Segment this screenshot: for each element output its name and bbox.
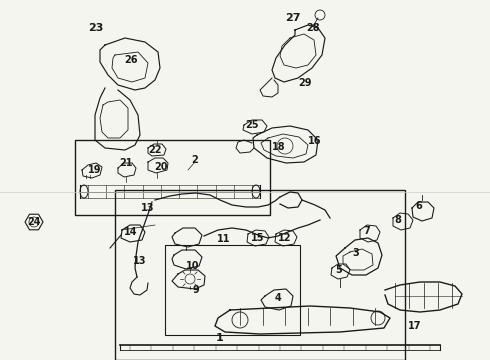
Text: 3: 3 [353, 248, 359, 258]
Text: 9: 9 [193, 285, 199, 295]
Bar [115, 190, 405, 360]
Text: 4: 4 [274, 293, 281, 303]
Text: 6: 6 [416, 201, 422, 211]
Text: 23: 23 [88, 23, 104, 33]
Text: 26: 26 [124, 55, 138, 65]
Text: 1: 1 [216, 333, 224, 343]
Text: 19: 19 [88, 165, 102, 175]
Text: 11: 11 [217, 234, 231, 244]
Text: 28: 28 [306, 23, 320, 33]
Bar [165, 245, 300, 335]
Text: 18: 18 [272, 142, 286, 152]
Text: 13: 13 [133, 256, 147, 266]
Text: 27: 27 [285, 13, 301, 23]
Text: 16: 16 [308, 136, 322, 146]
Text: 25: 25 [245, 120, 259, 130]
Text: 20: 20 [154, 162, 168, 172]
Text: 2: 2 [192, 155, 198, 165]
Text: 12: 12 [278, 233, 292, 243]
Text: 8: 8 [394, 215, 401, 225]
Text: 15: 15 [251, 233, 265, 243]
Text: 17: 17 [408, 321, 422, 331]
Text: 14: 14 [124, 227, 138, 237]
Text: 7: 7 [364, 226, 370, 236]
Text: 10: 10 [186, 261, 200, 271]
Text: 13: 13 [141, 203, 155, 213]
Text: 29: 29 [298, 78, 312, 88]
Bar [75, 140, 270, 215]
Text: 24: 24 [27, 217, 41, 227]
Text: 22: 22 [148, 145, 162, 155]
Text: 21: 21 [119, 158, 133, 168]
Text: 5: 5 [336, 265, 343, 275]
